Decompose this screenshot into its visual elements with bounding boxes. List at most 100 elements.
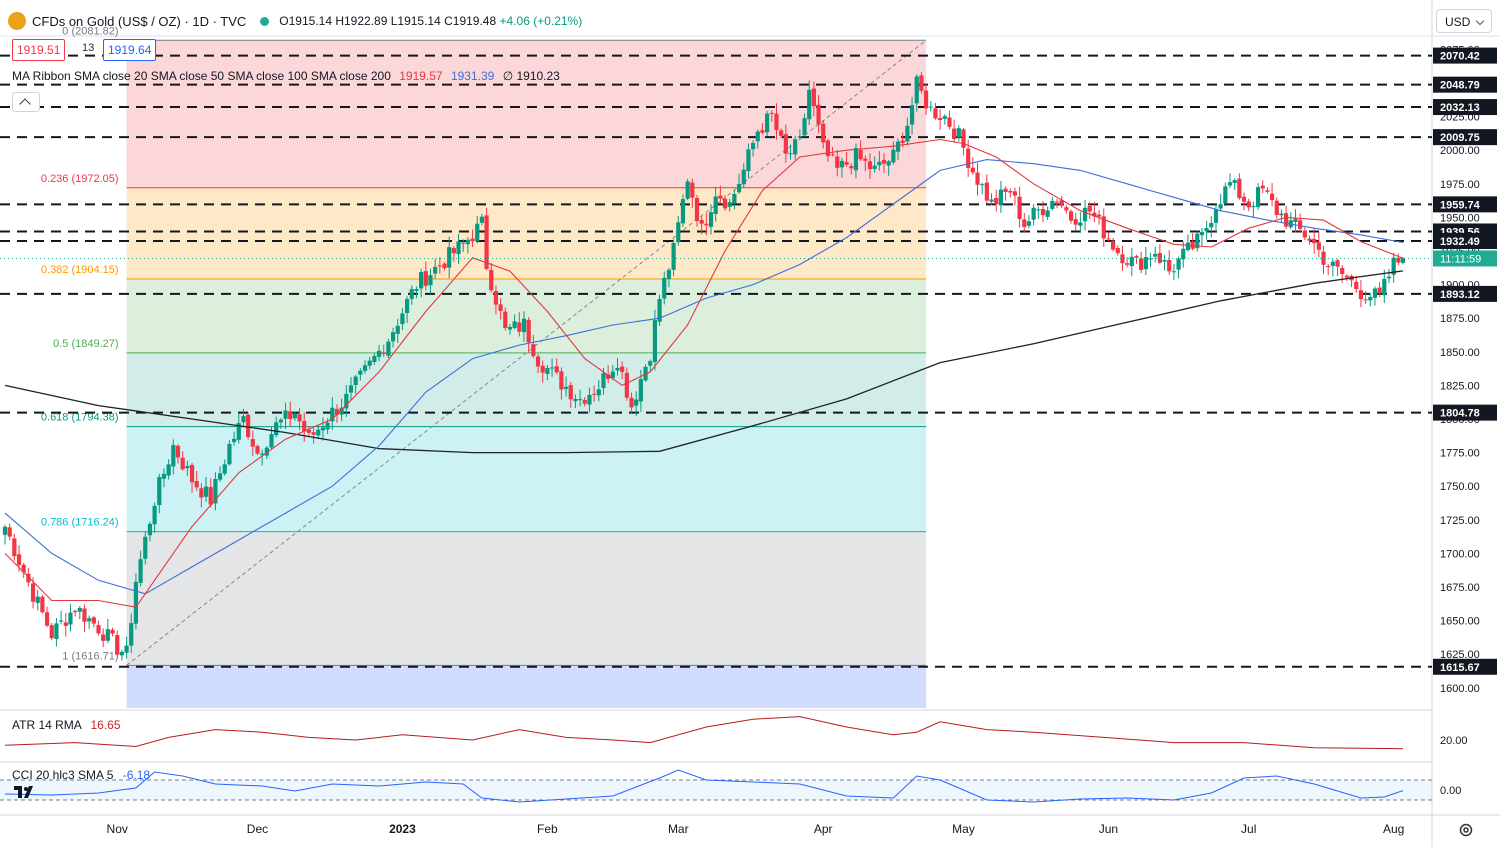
candle xyxy=(947,110,952,130)
candle xyxy=(909,96,915,135)
candle xyxy=(1335,258,1340,276)
candle xyxy=(199,483,204,508)
candle-body xyxy=(807,89,812,120)
candle-body xyxy=(1396,257,1401,263)
cci-legend[interactable]: CCI 20 hlc3 SMA 5 -6.18 xyxy=(12,768,150,782)
collapse-legend-button[interactable] xyxy=(12,92,40,112)
candle-body xyxy=(1382,278,1387,296)
gear-icon[interactable] xyxy=(1458,822,1474,838)
candle xyxy=(1101,208,1106,247)
ma-ribbon-legend[interactable]: MA Ribbon SMA close 20 SMA close 50 SMA … xyxy=(12,69,560,83)
candle xyxy=(1382,269,1387,304)
candle xyxy=(227,440,232,466)
candle-body xyxy=(666,269,672,279)
candle-body xyxy=(217,473,223,480)
candle-body xyxy=(830,154,835,156)
candle xyxy=(428,268,433,294)
candle-body xyxy=(886,161,891,166)
candle xyxy=(545,364,550,381)
price-tick-label: 1600.00 xyxy=(1440,683,1480,695)
candle xyxy=(1026,215,1032,229)
candle xyxy=(952,119,957,143)
level-label: 1959.74 xyxy=(1440,199,1481,211)
candle-body xyxy=(376,350,382,357)
candle-body xyxy=(269,434,274,448)
candle-body xyxy=(1096,214,1102,217)
candle xyxy=(180,451,185,471)
candles xyxy=(2,72,1406,661)
candle-body xyxy=(1064,207,1069,211)
candle-body xyxy=(774,113,779,131)
candle-body xyxy=(1255,187,1261,208)
candle xyxy=(1227,173,1233,188)
logo-shape xyxy=(14,786,22,798)
candle xyxy=(535,353,541,374)
candle-body xyxy=(414,289,419,291)
candle xyxy=(559,367,564,400)
candle-body xyxy=(489,270,494,291)
candle-body xyxy=(694,197,700,221)
candle xyxy=(1246,198,1251,212)
candle-body xyxy=(895,141,901,152)
ask-price-box[interactable]: 1919.64 xyxy=(103,39,157,61)
candle-body xyxy=(288,411,293,419)
candle-body xyxy=(1129,256,1134,267)
candle-body xyxy=(232,438,237,443)
level-label: 1615.67 xyxy=(1440,662,1480,674)
candle-body xyxy=(316,429,321,436)
candle xyxy=(185,460,190,477)
candle-body xyxy=(1307,238,1312,241)
candle-body xyxy=(970,167,975,173)
candle xyxy=(138,550,143,587)
candle xyxy=(680,194,686,228)
candle-body xyxy=(989,199,994,202)
candle xyxy=(811,81,816,117)
candle xyxy=(1040,201,1046,223)
currency-select[interactable]: USD xyxy=(1436,9,1492,33)
candle xyxy=(540,360,545,383)
fib-level-label: 0.618 (1794.38) xyxy=(41,412,119,424)
candle-body xyxy=(741,169,746,185)
candle-body xyxy=(73,610,78,613)
price-tick-label: 2000.00 xyxy=(1440,145,1480,157)
candle xyxy=(376,344,382,362)
candle-body xyxy=(1209,222,1214,228)
candle xyxy=(830,146,835,157)
candle xyxy=(1143,247,1148,276)
candle xyxy=(1316,232,1321,258)
candle-body xyxy=(568,385,573,400)
candle xyxy=(115,630,120,658)
candle xyxy=(489,262,494,293)
candle-body xyxy=(634,399,639,406)
candle xyxy=(760,123,765,135)
countdown-label-bg xyxy=(1433,250,1497,267)
candle-body xyxy=(587,394,592,405)
candle-body xyxy=(914,76,919,104)
bid-price-box[interactable]: 1919.51 xyxy=(12,39,66,61)
candle-body xyxy=(442,263,447,269)
candle-body xyxy=(339,407,344,415)
symbol-title[interactable]: CFDs on Gold (US$ / OZ) · 1D · TVC xyxy=(32,13,247,29)
candle xyxy=(1120,245,1125,271)
candle xyxy=(858,140,863,162)
atr-value: 16.65 xyxy=(90,718,121,732)
candle-body xyxy=(1026,221,1032,226)
candle-body xyxy=(1153,253,1158,257)
candle xyxy=(1073,212,1078,231)
candle-body xyxy=(1218,204,1223,209)
candle-body xyxy=(1181,248,1186,260)
candle-body xyxy=(222,464,227,474)
candle-body xyxy=(348,385,354,393)
atr-legend[interactable]: ATR 14 RMA 16.65 xyxy=(12,718,121,732)
candle-body xyxy=(54,623,59,639)
candle-body xyxy=(905,125,910,142)
candle xyxy=(110,627,115,637)
candle xyxy=(82,604,87,632)
candle xyxy=(624,367,629,401)
candle xyxy=(246,412,251,440)
logo-shape xyxy=(24,787,28,791)
candle xyxy=(213,472,218,511)
level-label-bg xyxy=(1433,285,1497,302)
gold-coin-icon xyxy=(8,12,26,30)
